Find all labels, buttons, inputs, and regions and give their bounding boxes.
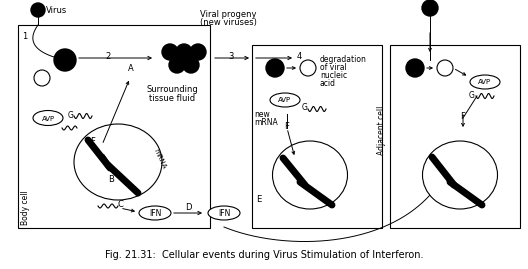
Text: Viral progeny: Viral progeny (200, 10, 257, 19)
Bar (390, 45, 520, 228)
Text: Adjacent cell: Adjacent cell (376, 105, 385, 155)
Circle shape (300, 60, 316, 76)
Text: AVP: AVP (278, 97, 291, 103)
Text: G: G (302, 104, 308, 112)
Ellipse shape (74, 124, 162, 200)
Text: AVP: AVP (478, 79, 492, 85)
Circle shape (190, 44, 206, 60)
Text: (new viruses): (new viruses) (200, 18, 257, 27)
Ellipse shape (208, 206, 240, 220)
Bar (18, 25, 210, 228)
Text: F: F (90, 137, 95, 146)
Text: G: G (469, 90, 475, 100)
Ellipse shape (139, 206, 171, 220)
Circle shape (34, 70, 50, 86)
Circle shape (176, 44, 192, 60)
Text: IFN: IFN (218, 208, 230, 218)
Circle shape (162, 44, 178, 60)
Ellipse shape (470, 75, 500, 89)
Text: Fig. 21.31:  Cellular events during Virus Stimulation of Interferon.: Fig. 21.31: Cellular events during Virus… (105, 250, 423, 260)
Text: 1: 1 (22, 32, 27, 41)
Text: IFN: IFN (149, 208, 161, 218)
Text: acid: acid (320, 79, 336, 88)
Ellipse shape (270, 93, 300, 107)
Circle shape (422, 0, 438, 16)
Circle shape (169, 57, 185, 73)
Text: nucleic: nucleic (320, 71, 347, 80)
Text: F: F (460, 112, 465, 121)
Text: 3: 3 (228, 52, 233, 61)
Circle shape (406, 59, 424, 77)
Text: degradation: degradation (320, 55, 367, 64)
Text: F: F (284, 122, 289, 131)
Circle shape (183, 57, 199, 73)
Text: 2: 2 (105, 52, 110, 61)
Ellipse shape (33, 111, 63, 126)
Text: G: G (68, 111, 74, 119)
Text: A: A (128, 64, 134, 73)
Circle shape (31, 3, 45, 17)
Circle shape (54, 49, 76, 71)
Text: Surrounding: Surrounding (146, 85, 198, 94)
Text: AVP: AVP (41, 116, 54, 122)
Ellipse shape (422, 141, 497, 209)
Text: mRNA: mRNA (152, 148, 166, 170)
Ellipse shape (272, 141, 347, 209)
Text: 4: 4 (297, 52, 302, 61)
Circle shape (437, 60, 453, 76)
Text: B: B (108, 175, 114, 184)
Text: Virus: Virus (46, 6, 67, 15)
Text: tissue fluid: tissue fluid (149, 94, 195, 103)
Text: C: C (118, 200, 124, 209)
Circle shape (266, 59, 284, 77)
Text: mRNA: mRNA (254, 118, 278, 127)
Text: D: D (185, 203, 192, 211)
Text: new: new (254, 110, 270, 119)
Text: Body cell: Body cell (21, 190, 30, 225)
Text: of viral: of viral (320, 63, 347, 72)
Bar (252, 45, 382, 228)
Text: E: E (256, 195, 261, 204)
